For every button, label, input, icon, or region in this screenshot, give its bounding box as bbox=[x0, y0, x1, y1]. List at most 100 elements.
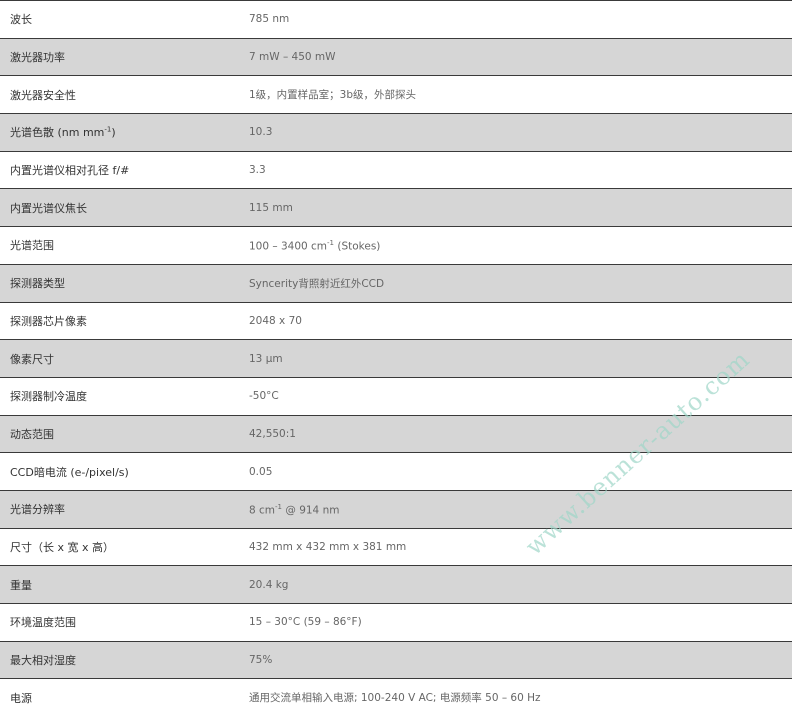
superscript: -1 bbox=[275, 502, 283, 511]
spec-row: 尺寸（长 x 宽 x 高） 432 mm x 432 mm x 381 mm bbox=[0, 527, 792, 566]
spec-value: 115 mm bbox=[249, 188, 792, 227]
spec-label-text: 内置光谱仪焦长 bbox=[10, 201, 87, 215]
spec-label-text: 激光器功率 bbox=[10, 51, 65, 65]
spec-row: 重量 20.4 kg bbox=[0, 565, 792, 604]
spec-value-text: 15 – 30°C (59 – 86°F) bbox=[249, 616, 362, 629]
spec-value-text: 785 nm bbox=[249, 13, 290, 26]
spec-value-text: 2048 x 70 bbox=[249, 314, 302, 327]
spec-value-text: 0.05 bbox=[249, 465, 273, 478]
spec-row: 内置光谱仪相对孔径 f/# 3.3 bbox=[0, 150, 792, 189]
spec-label-text: 探测器类型 bbox=[10, 277, 65, 291]
superscript: -1 bbox=[327, 238, 335, 247]
spec-value-text: 75% bbox=[249, 654, 273, 667]
spec-label: 最大相对湿度 bbox=[0, 640, 249, 679]
spec-label: 探测器芯片像素 bbox=[0, 301, 249, 340]
spec-value-text: 10.3 bbox=[249, 126, 273, 139]
spec-label-tail: ) bbox=[111, 126, 116, 140]
spec-value: 42,550:1 bbox=[249, 414, 792, 453]
spec-row: 激光器功率 7 mW – 450 mW bbox=[0, 37, 792, 76]
spec-row: 内置光谱仪焦长 115 mm bbox=[0, 188, 792, 227]
spec-label: 探测器制冷温度 bbox=[0, 376, 249, 416]
spec-row: 探测器类型 Syncerity背照射近红外CCD bbox=[0, 263, 792, 302]
spec-value-tail: @ 914 nm bbox=[282, 504, 340, 517]
spec-label: 光谱色散 (nm mm-1) bbox=[0, 113, 249, 152]
spec-label: 波长 bbox=[0, 0, 249, 39]
spec-value: 432 mm x 432 mm x 381 mm bbox=[249, 527, 792, 566]
spec-value-text: 3.3 bbox=[249, 164, 266, 177]
spec-value-text: 8 cm bbox=[249, 504, 276, 517]
spec-value-text: -50°C bbox=[249, 390, 279, 403]
spec-value: 2048 x 70 bbox=[249, 301, 792, 340]
spec-row: 光谱分辨率 8 cm-1 @ 914 nm bbox=[0, 489, 792, 529]
spec-value-text: 115 mm bbox=[249, 201, 293, 214]
spec-value-text: 432 mm x 432 mm x 381 mm bbox=[249, 540, 407, 553]
spec-label-text: 光谱分辨率 bbox=[10, 503, 65, 517]
spec-row: 光谱范围 100 – 3400 cm-1 (Stokes) bbox=[0, 226, 792, 265]
spec-label: 环境温度范围 bbox=[0, 603, 249, 642]
spec-row: CCD暗电流 (e-/pixel/s) 0.05 bbox=[0, 452, 792, 491]
spec-row: 激光器安全性 1级，内置样品室；3b级，外部探头 bbox=[0, 75, 792, 114]
spec-value: 75% bbox=[249, 640, 792, 679]
spec-label: 内置光谱仪焦长 bbox=[0, 188, 249, 227]
spec-label: 像素尺寸 bbox=[0, 339, 249, 378]
spec-value-text: 13 μm bbox=[249, 352, 283, 365]
spec-value: 通用交流单相输入电源; 100-240 V AC; 电源频率 50 – 60 H… bbox=[249, 678, 792, 717]
spec-row: 波长 785 nm bbox=[0, 0, 792, 39]
spec-label: 激光器功率 bbox=[0, 37, 249, 76]
spec-row: 像素尺寸 13 μm bbox=[0, 339, 792, 378]
spec-label-text: CCD暗电流 (e-/pixel/s) bbox=[10, 465, 129, 479]
spec-row: 探测器制冷温度 -50°C bbox=[0, 376, 792, 416]
spec-label-text: 波长 bbox=[10, 13, 32, 27]
spec-label-text: 光谱色散 (nm mm bbox=[10, 126, 105, 140]
spec-label: 光谱范围 bbox=[0, 226, 249, 265]
spec-value: 15 – 30°C (59 – 86°F) bbox=[249, 603, 792, 642]
spec-value: Syncerity背照射近红外CCD bbox=[249, 263, 792, 302]
spec-label-text: 环境温度范围 bbox=[10, 616, 76, 630]
spec-label-text: 电源 bbox=[10, 691, 32, 705]
spec-label: CCD暗电流 (e-/pixel/s) bbox=[0, 452, 249, 491]
spec-label-text: 内置光谱仪相对孔径 f/# bbox=[10, 164, 130, 178]
spec-label-text: 激光器安全性 bbox=[10, 88, 76, 102]
spec-value: 10.3 bbox=[249, 113, 792, 152]
spec-row: 最大相对湿度 75% bbox=[0, 640, 792, 679]
spec-label: 探测器类型 bbox=[0, 263, 249, 302]
spec-value: -50°C bbox=[249, 376, 792, 416]
spec-value: 7 mW – 450 mW bbox=[249, 37, 792, 76]
spec-row: 探测器芯片像素 2048 x 70 bbox=[0, 301, 792, 340]
spec-label-text: 探测器制冷温度 bbox=[10, 390, 87, 404]
spec-label-text: 光谱范围 bbox=[10, 239, 54, 253]
spec-label-text: 最大相对湿度 bbox=[10, 654, 76, 668]
spec-value-tail: (Stokes) bbox=[334, 240, 381, 253]
spec-value: 20.4 kg bbox=[249, 565, 792, 604]
spec-value: 1级，内置样品室；3b级，外部探头 bbox=[249, 75, 792, 114]
spec-value: 100 – 3400 cm-1 (Stokes) bbox=[249, 226, 792, 265]
spec-label: 电源 bbox=[0, 678, 249, 717]
spec-value: 785 nm bbox=[249, 0, 792, 39]
spec-label-text: 尺寸（长 x 宽 x 高） bbox=[10, 540, 115, 554]
spec-label: 激光器安全性 bbox=[0, 75, 249, 114]
spec-label-text: 像素尺寸 bbox=[10, 352, 54, 366]
spec-label: 光谱分辨率 bbox=[0, 489, 249, 529]
spec-label-text: 动态范围 bbox=[10, 427, 54, 441]
spec-label: 动态范围 bbox=[0, 414, 249, 453]
spec-value-text: 20.4 kg bbox=[249, 578, 289, 591]
superscript: -1 bbox=[104, 125, 112, 134]
spec-row: 光谱色散 (nm mm-1) 10.3 bbox=[0, 113, 792, 152]
spec-row: 环境温度范围 15 – 30°C (59 – 86°F) bbox=[0, 603, 792, 642]
spec-label-text: 重量 bbox=[10, 578, 32, 592]
spec-value-text: 100 – 3400 cm bbox=[249, 240, 328, 253]
spec-label: 内置光谱仪相对孔径 f/# bbox=[0, 150, 249, 189]
spec-value-text: Syncerity背照射近红外CCD bbox=[249, 277, 385, 290]
spec-row: 电源 通用交流单相输入电源; 100-240 V AC; 电源频率 50 – 60… bbox=[0, 678, 792, 717]
spec-label: 重量 bbox=[0, 565, 249, 604]
spec-value: 3.3 bbox=[249, 150, 792, 189]
spec-value-text: 1级，内置样品室；3b级，外部探头 bbox=[249, 89, 417, 102]
spec-row: 动态范围 42,550:1 bbox=[0, 414, 792, 453]
spec-value: 8 cm-1 @ 914 nm bbox=[249, 489, 792, 529]
spec-value-text: 7 mW – 450 mW bbox=[249, 51, 336, 64]
spec-value-text: 42,550:1 bbox=[249, 427, 296, 440]
spec-value-text: 通用交流单相输入电源; 100-240 V AC; 电源频率 50 – 60 H… bbox=[249, 692, 541, 705]
spec-value: 13 μm bbox=[249, 339, 792, 378]
spec-label: 尺寸（长 x 宽 x 高） bbox=[0, 527, 249, 566]
